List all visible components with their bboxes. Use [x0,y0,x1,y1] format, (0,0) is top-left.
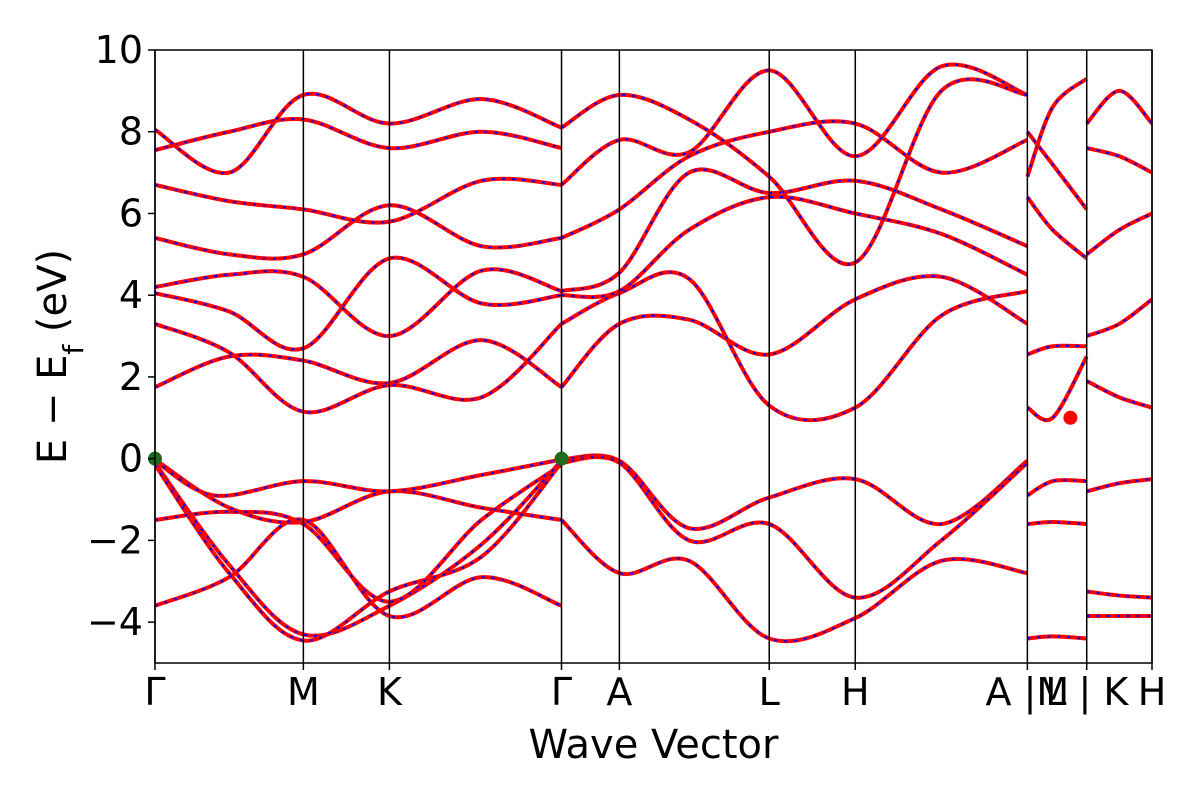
band-dash-31 [1026,131,1088,210]
band-line-10 [155,321,563,415]
band-line-29 [1025,195,1089,260]
y-tick-label-1: −2 [87,518,143,562]
band-line-28 [1026,343,1087,357]
band-dash-25 [1027,521,1087,526]
band-lines [155,62,1152,644]
y-axis-ticks: −4 −2 0 2 4 6 8 10 [87,28,155,644]
band-dash-12 [155,268,562,338]
band-line-34 [1086,477,1152,494]
y-tick-label-6: 8 [119,110,143,154]
band-line-26 [1026,478,1087,498]
y-axis-label-main: E − E [30,355,76,465]
band-dash-39 [1085,89,1152,125]
band-dash-13 [155,204,562,260]
plot-frame [154,49,1153,664]
y-tick-label-4: 4 [119,273,143,317]
band-dash-9 [155,339,563,389]
band-dash-18 [561,271,1028,422]
x-tick-label-6: H [841,670,870,714]
y-axis-label-subscript: f [57,344,90,355]
x-tick-label-9: H [1138,670,1167,714]
y-tick-label-3: 2 [119,355,143,399]
band-dash-32 [1086,590,1152,599]
band-dash-10 [155,322,563,414]
band-dash-1 [155,458,562,497]
x-tick-label-0: Γ [144,670,165,714]
band-dash-6 [561,454,1028,530]
band-line-27 [1026,355,1089,423]
band-dash-17 [560,275,1028,388]
x-axis-label: Wave Vector [529,722,780,768]
band-line-11 [155,255,562,352]
band-line-15 [155,117,562,153]
band-dash-7 [560,519,1028,643]
band-line-39 [1085,88,1152,125]
band-dash-4 [155,463,563,603]
band-line-2 [155,459,563,638]
band-line-37 [1085,211,1152,256]
x-tick-label-7: A |M [986,670,1070,715]
x-tick-label-2: K [377,670,403,714]
band-line-17 [560,274,1029,389]
y-axis-label: E − Ef (eV) [30,249,90,464]
band-dash-30 [1026,77,1088,178]
x-tick-label-1: M [287,670,320,714]
band-dash-38 [1086,147,1152,174]
band-dash-20 [561,168,1028,293]
y-tick-label-7: 10 [95,28,143,72]
band-line-18 [560,270,1028,423]
band-line-30 [1025,76,1089,178]
y-tick-label-0: −4 [87,600,143,644]
band-dash-23 [560,78,1028,266]
band-dash-28 [1027,344,1087,356]
y-axis-label-unit: (eV) [30,249,76,345]
band-dash-16 [155,92,562,174]
x-tick-label-4: A [606,670,632,714]
band-dash-5 [155,518,562,619]
band-line-20 [560,167,1029,294]
band-line-1 [155,457,562,498]
kpoint-divider-lines [154,50,1153,663]
y-tick-label-2: 0 [119,437,143,481]
band-line-6 [561,453,1029,531]
band-dash-0 [155,458,562,524]
band-line-5 [155,517,563,620]
band-line-36 [1086,297,1152,338]
band-dash-24 [1027,635,1087,640]
band-line-12 [155,267,563,339]
band-line-13 [155,203,562,261]
y-tick-label-5: 6 [119,191,143,235]
x-tick-label-8: L | K [1045,670,1129,715]
band-line-7 [560,518,1028,644]
band-dash-37 [1086,212,1152,256]
marker-1 [554,451,569,466]
marker-2 [1063,410,1078,425]
band-line-14 [155,176,562,225]
band-dash-3 [155,462,563,642]
band-dash-29 [1026,196,1088,260]
band-line-35 [1085,379,1152,410]
band-dash-8 [561,456,1029,599]
x-tick-label-3: Γ [551,670,572,714]
band-line-38 [1086,146,1152,175]
x-tick-label-5: L [759,670,780,714]
band-dash-22 [560,63,1028,186]
